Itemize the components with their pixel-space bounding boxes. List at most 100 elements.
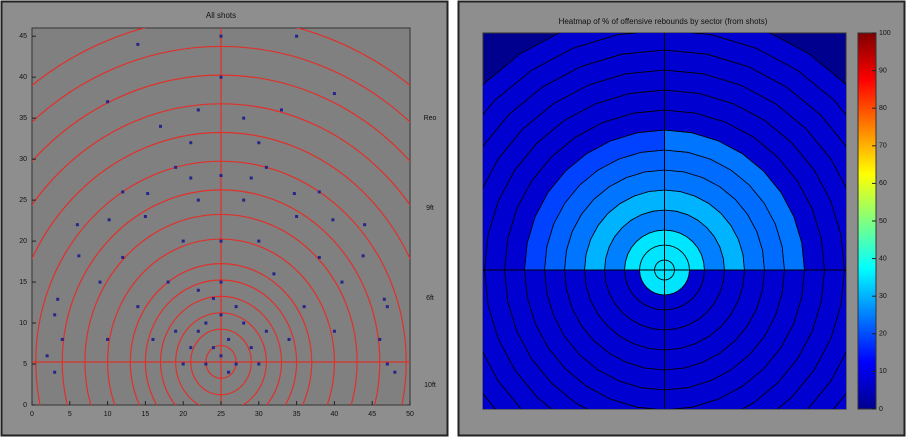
shot-point bbox=[257, 239, 261, 243]
shot-point bbox=[249, 346, 253, 350]
shot-point bbox=[242, 116, 246, 120]
shot-point bbox=[219, 34, 223, 38]
chart-title: Heatmap of % of offensive rebounds by se… bbox=[559, 17, 768, 26]
shot-point bbox=[121, 190, 125, 194]
x-tick-label: 35 bbox=[293, 411, 301, 418]
x-tick-label: 20 bbox=[179, 411, 187, 418]
x-tick-label: 0 bbox=[30, 411, 34, 418]
colorbar-tick-label: 90 bbox=[879, 67, 887, 74]
shot-point bbox=[272, 272, 276, 276]
shot-point bbox=[219, 354, 223, 358]
chart-title: All shots bbox=[206, 11, 236, 20]
shot-point bbox=[385, 362, 389, 366]
shot-point bbox=[166, 280, 170, 284]
colorbar-tick-label: 30 bbox=[879, 293, 887, 300]
shot-point bbox=[219, 280, 223, 284]
shot-point bbox=[136, 305, 140, 309]
shot-point bbox=[385, 305, 389, 309]
shot-point bbox=[174, 329, 178, 333]
shot-point bbox=[264, 329, 268, 333]
shot-point bbox=[136, 42, 140, 46]
colorbar-tick-label: 10 bbox=[879, 368, 887, 375]
shot-point bbox=[196, 329, 200, 333]
colorbar-tick-label: 100 bbox=[879, 30, 891, 37]
x-tick-label: 40 bbox=[331, 411, 339, 418]
shot-point bbox=[211, 346, 215, 350]
shot-point bbox=[317, 255, 321, 259]
shot-point bbox=[393, 370, 397, 374]
shot-point bbox=[211, 296, 215, 300]
shot-point bbox=[382, 297, 386, 301]
y-tick-label: 5 bbox=[23, 361, 27, 368]
shot-point bbox=[60, 337, 64, 341]
shot-point bbox=[257, 141, 261, 145]
shot-point bbox=[98, 280, 102, 284]
shot-point bbox=[295, 34, 299, 38]
annotation: 10ft bbox=[424, 382, 436, 389]
shot-point bbox=[189, 141, 193, 145]
plot-layer bbox=[32, 28, 410, 405]
x-tick-label: 30 bbox=[255, 411, 263, 418]
y-tick-label: 45 bbox=[19, 33, 27, 40]
shot-point bbox=[219, 239, 223, 243]
shot-point bbox=[361, 254, 365, 258]
shot-point bbox=[181, 239, 185, 243]
x-tick-label: 15 bbox=[142, 411, 150, 418]
shot-point bbox=[106, 337, 110, 341]
shot-point bbox=[77, 254, 81, 258]
shot-point bbox=[340, 280, 344, 284]
colorbar-tick-label: 80 bbox=[879, 105, 887, 112]
annotation: Reo bbox=[424, 115, 437, 122]
shot-point bbox=[302, 305, 306, 309]
shot-point bbox=[107, 218, 111, 222]
shot-point bbox=[219, 174, 223, 178]
shot-point bbox=[75, 223, 79, 227]
shot-point bbox=[292, 192, 296, 196]
shot-point bbox=[332, 329, 336, 333]
shot-point bbox=[53, 370, 57, 374]
shot-point bbox=[151, 337, 155, 341]
colorbar-tick-label: 70 bbox=[879, 143, 887, 150]
shot-point bbox=[363, 223, 367, 227]
shot-point bbox=[181, 362, 185, 366]
colorbar-tick-label: 60 bbox=[879, 180, 887, 187]
y-tick-label: 30 bbox=[19, 156, 27, 163]
shot-point bbox=[331, 218, 335, 222]
colorbar-tick-label: 50 bbox=[879, 218, 887, 225]
shot-point bbox=[287, 337, 291, 341]
shot-point bbox=[264, 165, 268, 169]
shot-point bbox=[189, 346, 193, 350]
y-tick-label: 0 bbox=[23, 402, 27, 409]
shot-point bbox=[234, 362, 238, 366]
annotation: 9ft bbox=[426, 205, 434, 212]
shot-point bbox=[146, 192, 150, 196]
shot-point bbox=[204, 321, 208, 325]
shot-point bbox=[56, 297, 60, 301]
shot-point bbox=[332, 92, 336, 96]
shot-point bbox=[174, 165, 178, 169]
shot-point bbox=[189, 176, 193, 180]
colorbar-tick-label: 0 bbox=[879, 406, 883, 413]
sector bbox=[690, 33, 846, 116]
shot-point bbox=[257, 362, 261, 366]
shot-point bbox=[204, 362, 208, 366]
y-tick-label: 35 bbox=[19, 115, 27, 122]
y-tick-label: 20 bbox=[19, 238, 27, 245]
x-tick-label: 50 bbox=[406, 411, 414, 418]
shot-point bbox=[378, 337, 382, 341]
plot-layer bbox=[483, 33, 846, 409]
shot-point bbox=[106, 100, 110, 104]
shot-point bbox=[143, 215, 147, 218]
shot-point bbox=[45, 354, 49, 358]
annotation: 6ft bbox=[426, 295, 434, 302]
y-tick-label: 10 bbox=[19, 320, 27, 327]
shot-point bbox=[317, 190, 321, 194]
shot-point bbox=[295, 215, 299, 218]
shot-point bbox=[242, 198, 246, 202]
colorbar-tick-label: 40 bbox=[879, 255, 887, 262]
y-tick-label: 25 bbox=[19, 197, 27, 204]
shot-point bbox=[53, 313, 57, 317]
shot-point bbox=[234, 305, 238, 309]
shot-point bbox=[219, 313, 223, 317]
